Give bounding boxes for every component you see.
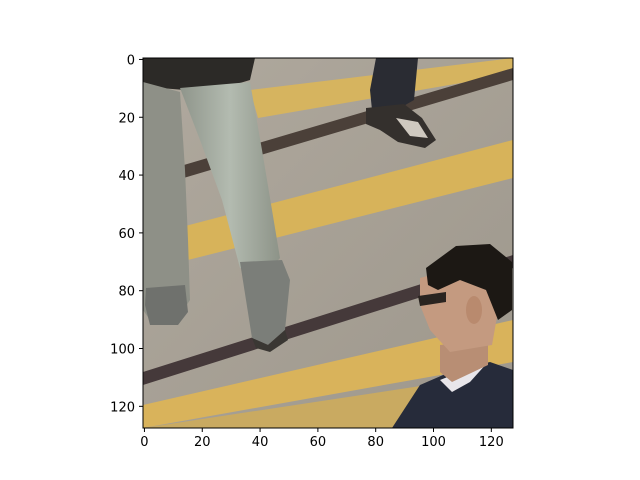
y-tick-label: 100 [110, 343, 135, 358]
shoe-sole [252, 330, 288, 352]
y-tick-label: 0 [127, 53, 135, 68]
x-tick-label: 40 [252, 435, 269, 450]
y-tick-label: 20 [118, 111, 135, 126]
yellow-marking-bottom [143, 320, 513, 428]
ear [466, 296, 482, 324]
x-tick-label: 20 [194, 435, 211, 450]
street-photo [143, 58, 513, 428]
glasses [418, 292, 446, 306]
shoe-back [145, 285, 188, 325]
x-tick-label: 60 [310, 435, 327, 450]
other-pedestrian-leg [370, 58, 418, 110]
trouser-leg-back [143, 82, 190, 320]
y-axis-ticks: 0 20 40 60 80 100 120 [110, 53, 143, 415]
x-axis-ticks: 0 20 40 60 80 100 120 [140, 428, 504, 450]
y-tick-label: 120 [110, 400, 135, 415]
axes-frame [142, 57, 514, 429]
x-tick-label: 100 [421, 435, 446, 450]
shoe-highlight [396, 118, 428, 138]
y-tick-label: 80 [118, 285, 135, 300]
other-pedestrian-shoe [366, 104, 436, 148]
y-tick-label: 60 [118, 227, 135, 242]
x-tick-label: 0 [140, 435, 148, 450]
x-tick-label: 80 [367, 435, 384, 450]
suit [392, 362, 513, 428]
shoe-front [240, 260, 290, 345]
trouser-leg-front [180, 82, 280, 272]
x-tick-label: 120 [479, 435, 504, 450]
jacket-hem [143, 58, 255, 92]
y-tick-label: 40 [118, 169, 135, 184]
hair [426, 244, 512, 320]
